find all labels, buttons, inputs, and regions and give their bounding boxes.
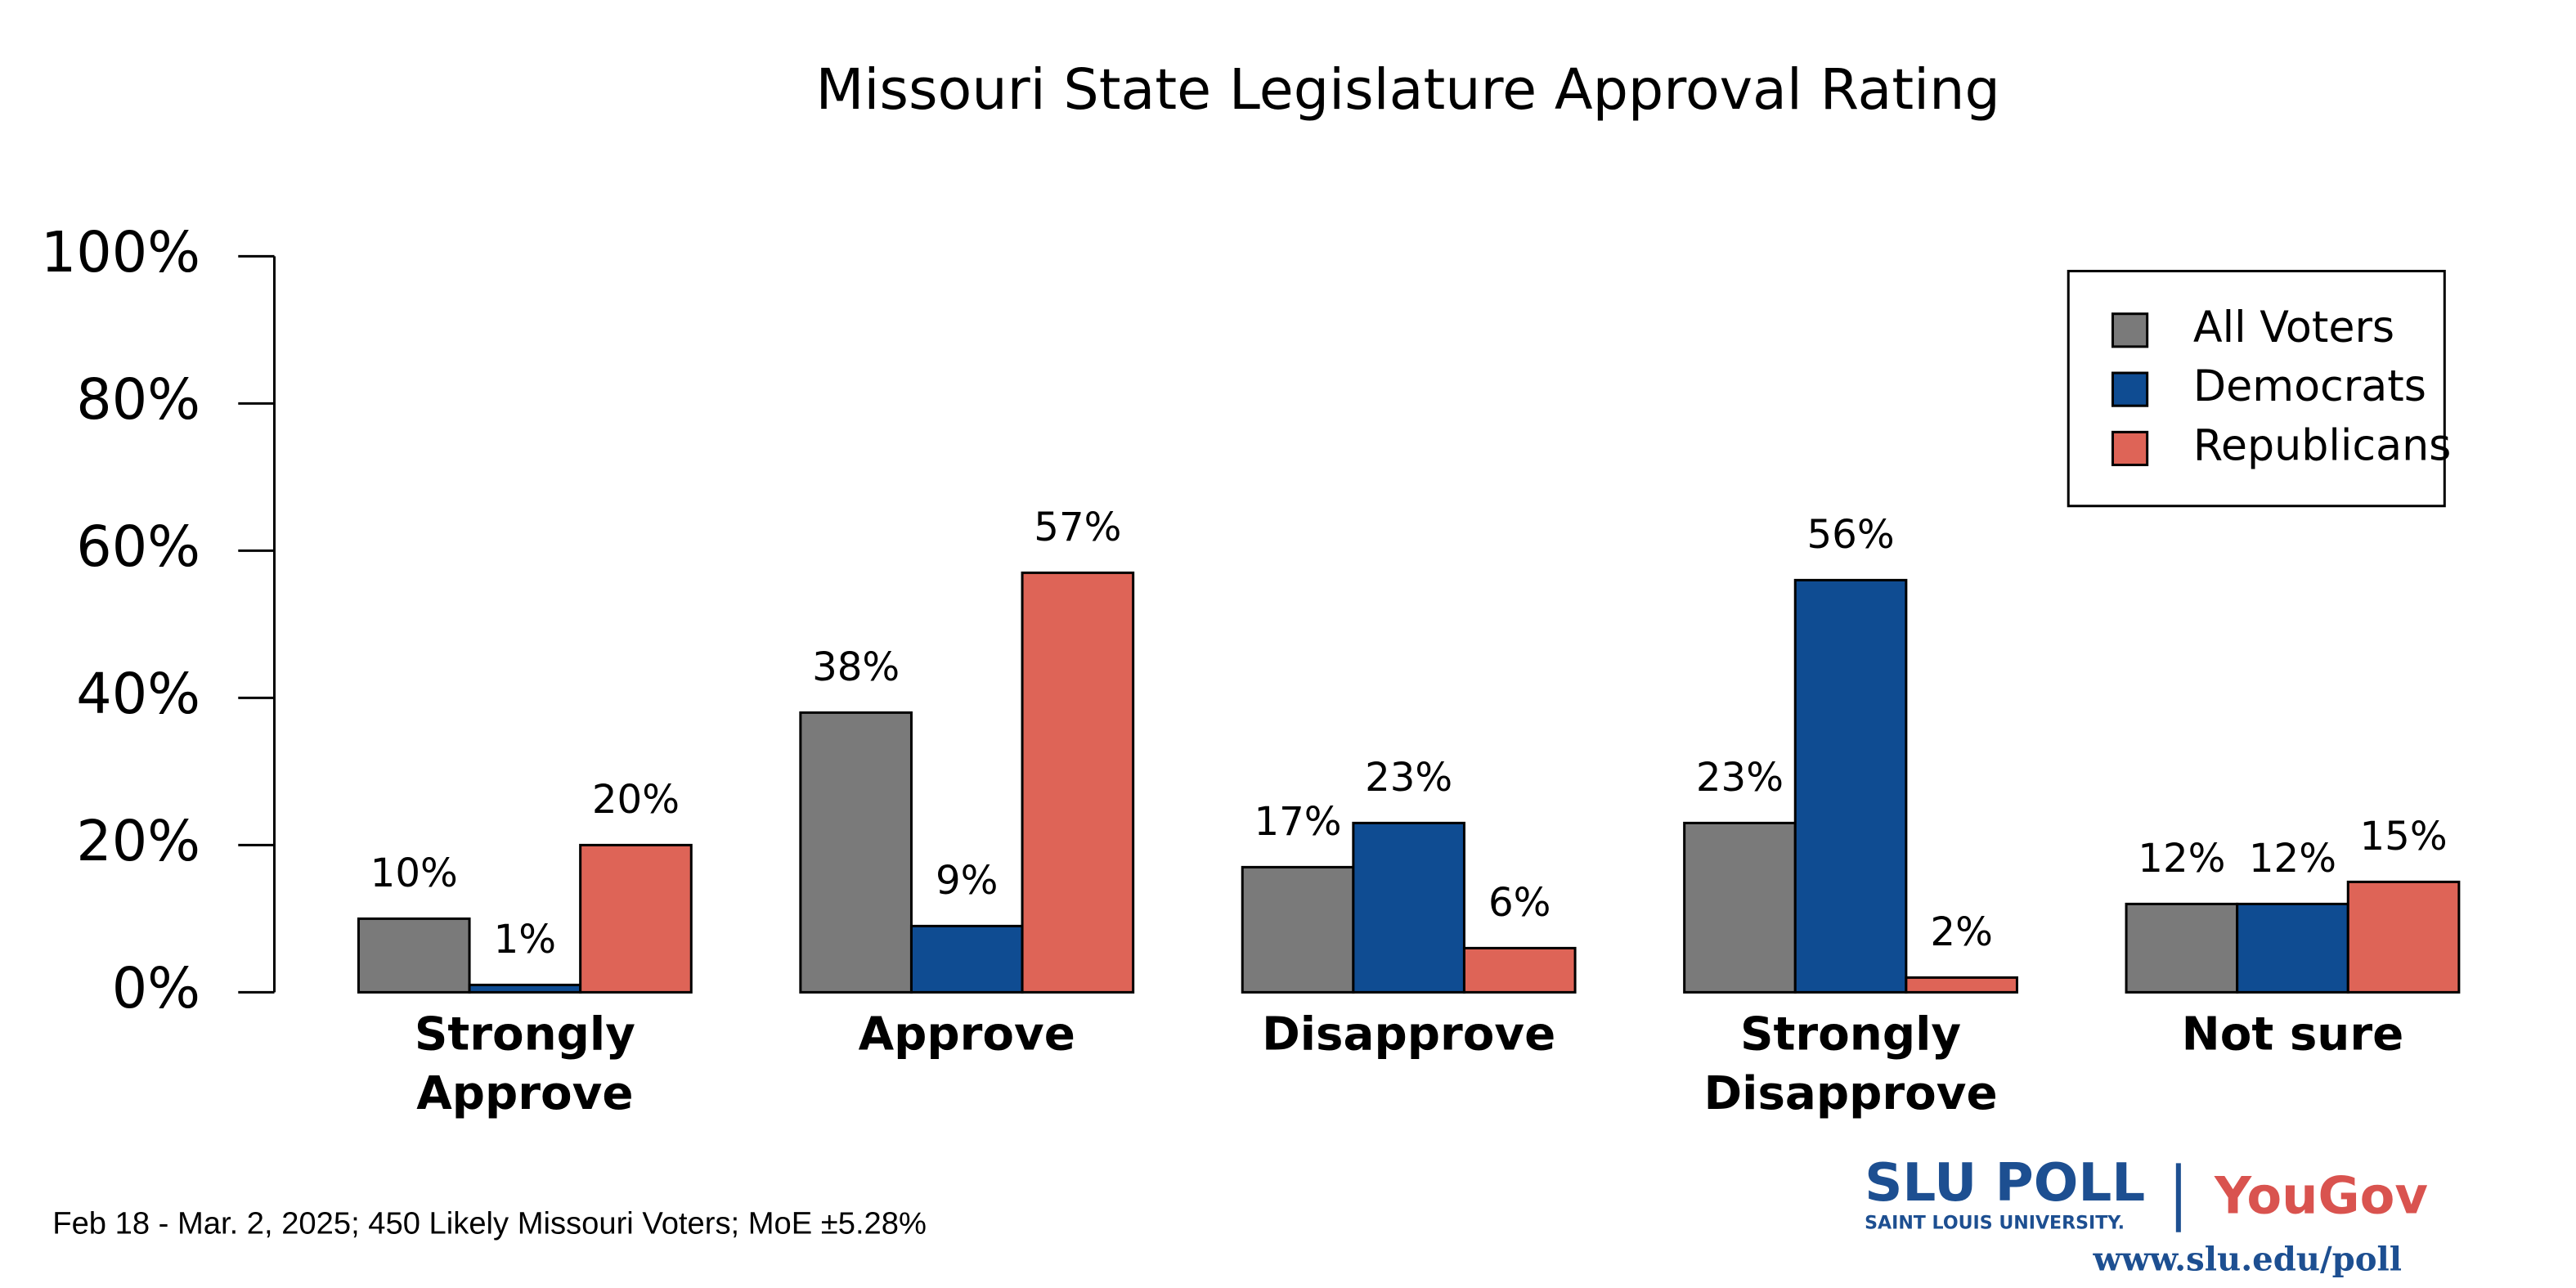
x-tick-label: Approve [858,1007,1075,1061]
data-label: 12% [2138,836,2225,882]
data-label: 1% [494,917,556,963]
data-label: 38% [812,644,900,690]
bar [1905,976,2018,994]
bar [2236,902,2349,994]
y-tick-label: 80% [76,368,200,433]
bar [1462,946,1577,994]
x-tick-label-box: Approve [858,1007,1075,1061]
x-tick-label: Strongly Approve [414,1007,635,1121]
data-label: 20% [592,777,680,823]
bar [2346,880,2461,994]
data-label: 12% [2249,836,2336,882]
legend-label: Republicans [2193,421,2451,470]
data-label: 56% [1806,512,1894,558]
data-label: 9% [936,858,998,904]
bar [1352,821,1465,994]
x-tick-label: Strongly Disapprove [1703,1007,1998,1121]
x-tick-label-box: Strongly Approve [414,1007,635,1121]
bar [468,983,582,994]
legend-label: Democrats [2193,362,2426,411]
logo-url: www.slu.edu/poll [2093,1240,2403,1278]
bar [1241,865,1355,994]
x-tick-label-box: Not sure [2181,1007,2404,1061]
y-tick-label: 40% [76,662,200,727]
data-label: 10% [370,850,458,896]
logo-brand: SLU POLL [1865,1152,2145,1214]
x-tick-label-box: Strongly Disapprove [1703,1007,1998,1121]
data-label: 57% [1034,505,1121,550]
chart-title: Missouri State Legislature Approval Rati… [815,58,1999,123]
data-label: 6% [1488,880,1551,926]
data-label: 23% [1696,755,1784,801]
footnote: Feb 18 - Mar. 2, 2025; 450 Likely Missou… [52,1206,927,1241]
legend-swatch [2111,312,2149,348]
data-label: 15% [2359,814,2447,859]
legend-swatch [2111,430,2149,467]
y-tick-label: 100% [41,221,200,285]
bar [2125,902,2239,994]
bar [1021,571,1135,994]
logo-partner: YouGov [2214,1166,2428,1226]
bar [799,711,913,994]
data-label: 17% [1254,799,1341,845]
logo: SLU POLL SAINT LOUIS UNIVERSITY. YouGov … [1865,1152,2428,1278]
x-tick-label: Not sure [2181,1007,2404,1061]
bar [1683,821,1797,994]
y-tick-label: 0% [112,957,200,1021]
bar [357,917,471,994]
legend-swatch [2111,371,2149,407]
x-tick-label: Disapprove [1262,1007,1556,1061]
bar [1793,578,1908,994]
data-label: 23% [1365,755,1452,801]
bar [909,924,1024,994]
y-tick-label: 20% [76,810,200,874]
x-tick-label-box: Disapprove [1262,1007,1556,1061]
bar [579,843,693,994]
legend-label: All Voters [2193,303,2394,352]
logo-university: SAINT LOUIS UNIVERSITY. [1865,1213,2125,1234]
y-tick-label: 60% [76,515,200,580]
data-label: 2% [1930,909,1992,955]
